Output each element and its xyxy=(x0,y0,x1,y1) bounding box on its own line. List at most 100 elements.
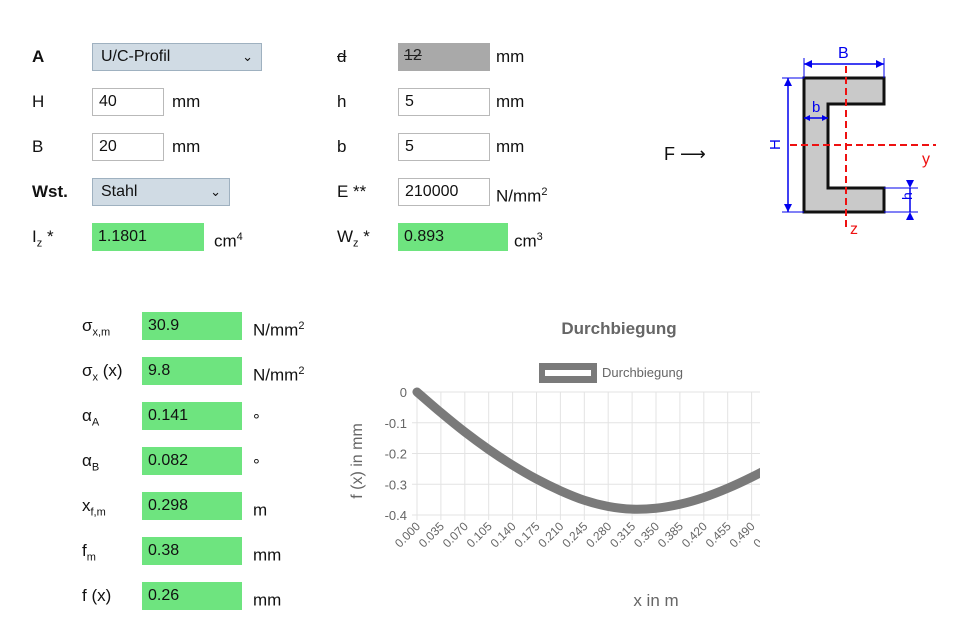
x-tick-label: 0.525 xyxy=(750,519,760,550)
force-label: F ⟶ xyxy=(664,140,706,168)
result-unit-text: N/mm xyxy=(253,365,299,385)
Wz-label-suffix: * xyxy=(358,227,370,246)
data-point xyxy=(675,500,684,509)
x-tick-label: 0.385 xyxy=(655,519,686,550)
x-tick-label: 0.280 xyxy=(583,519,614,550)
Iz-output: 1.1801 xyxy=(92,223,204,251)
x-axis-title: x in m xyxy=(633,591,678,610)
b-label: b xyxy=(337,137,347,156)
x-tick-label: 0.315 xyxy=(607,519,638,550)
result-unit: mm xyxy=(253,537,281,570)
result-symbol-sub: x xyxy=(92,371,99,384)
E-unit-text: N/mm xyxy=(496,186,542,206)
result-value: 0.141 xyxy=(142,402,242,430)
b-input[interactable]: 5 xyxy=(398,133,490,161)
profile-select-value: U/C-Profil xyxy=(101,48,171,65)
result-unit-text: m xyxy=(253,500,268,520)
profile-label: A xyxy=(32,47,45,66)
h-input[interactable]: 5 xyxy=(398,88,490,116)
result-symbol: α xyxy=(82,451,92,470)
result-symbol-sub: x,m xyxy=(92,326,111,339)
h-label: h xyxy=(337,92,347,111)
Wz-unit: cm3 xyxy=(514,223,543,256)
result-symbol-sub: m xyxy=(86,551,96,564)
d-label: d xyxy=(337,47,347,66)
result-label: σx (x) xyxy=(82,357,123,391)
y-axis-title: f (x) in mm xyxy=(349,423,366,499)
result-value: 0.082 xyxy=(142,447,242,475)
cross-section-diagram: B b H h y z xyxy=(767,45,936,238)
Iz-unit: cm4 xyxy=(214,223,243,256)
data-point xyxy=(436,408,445,417)
result-unit-text: mm xyxy=(253,545,282,565)
x-tick-label: 0.070 xyxy=(440,519,471,550)
Wz-unit-text: cm xyxy=(514,231,537,251)
result-value: 0.298 xyxy=(142,492,242,520)
E-input[interactable]: 210000 xyxy=(398,178,490,206)
Iz-unit-sup: 4 xyxy=(236,231,243,243)
y-tick-label: -0.4 xyxy=(385,508,407,523)
result-symbol: σ xyxy=(82,361,93,380)
chart-grid xyxy=(412,391,760,520)
result-symbol: f (x) xyxy=(82,586,112,605)
d-unit: mm xyxy=(496,47,525,66)
data-point xyxy=(747,473,756,482)
result-unit-text: ° xyxy=(253,410,260,430)
result-value: 0.26 xyxy=(142,582,242,610)
B-input[interactable]: 20 xyxy=(92,133,164,161)
x-tick-label: 0.035 xyxy=(416,519,447,550)
material-select[interactable]: Stahl ⌄ xyxy=(92,178,230,206)
result-unit: ° xyxy=(253,402,260,435)
Iz-label-suffix: * xyxy=(42,227,54,246)
Iz-label: Iz * xyxy=(32,223,54,257)
x-tick-label: 0.105 xyxy=(464,519,495,550)
z-axis-label: z xyxy=(850,221,858,238)
Wz-label-text: W xyxy=(337,227,354,246)
result-unit-sup: 2 xyxy=(298,365,305,377)
Wz-output: 0.893 xyxy=(398,223,508,251)
H-unit: mm xyxy=(172,92,201,111)
legend-swatch-inner xyxy=(545,370,591,376)
B-unit: mm xyxy=(172,137,201,156)
result-symbol: f xyxy=(82,541,87,560)
y-tick-label: -0.2 xyxy=(385,447,407,462)
data-point xyxy=(460,427,469,436)
result-unit-text: ° xyxy=(253,455,260,475)
H-dim-label: H xyxy=(767,139,784,150)
result-label: f (x) xyxy=(82,582,111,616)
B-arrowheads-icon xyxy=(804,60,884,68)
result-label: αA xyxy=(82,402,99,436)
data-point xyxy=(484,445,493,454)
x-tick-label: 0.350 xyxy=(631,519,662,550)
chevron-down-icon: ⌄ xyxy=(210,184,221,199)
result-unit: ° xyxy=(253,447,260,480)
data-point xyxy=(532,475,541,484)
result-symbol-after: (x) xyxy=(98,361,123,380)
H-input[interactable]: 40 xyxy=(92,88,164,116)
x-tick-label: 0.490 xyxy=(727,519,758,550)
result-unit: m xyxy=(253,492,267,525)
y-tick-label: -0.3 xyxy=(385,477,407,492)
result-symbol-sub: A xyxy=(91,416,100,429)
x-tick-label: 0.000 xyxy=(392,519,423,550)
data-point xyxy=(699,493,708,502)
y-axis-label: y xyxy=(922,151,930,168)
data-point xyxy=(413,388,421,396)
B-dim-label: B xyxy=(838,45,849,62)
d-input: 12 xyxy=(398,43,490,71)
x-tick-label: 0.175 xyxy=(511,519,542,550)
result-unit-text: mm xyxy=(253,590,282,610)
Wz-label: Wz * xyxy=(337,223,370,257)
x-tick-label: 0.210 xyxy=(535,519,566,550)
E-label: E ** xyxy=(337,182,367,201)
b-dim-label: b xyxy=(812,99,820,116)
B-label: B xyxy=(32,137,44,156)
result-symbol: σ xyxy=(82,316,93,335)
result-symbol-sub: f,m xyxy=(90,506,106,519)
profile-select[interactable]: U/C-Profil ⌄ xyxy=(92,43,262,71)
data-point xyxy=(723,484,732,493)
y-tick-label: -0.1 xyxy=(385,416,407,431)
b-unit: mm xyxy=(496,137,525,156)
result-symbol: x xyxy=(82,496,91,515)
result-symbol-sub: B xyxy=(91,461,100,474)
